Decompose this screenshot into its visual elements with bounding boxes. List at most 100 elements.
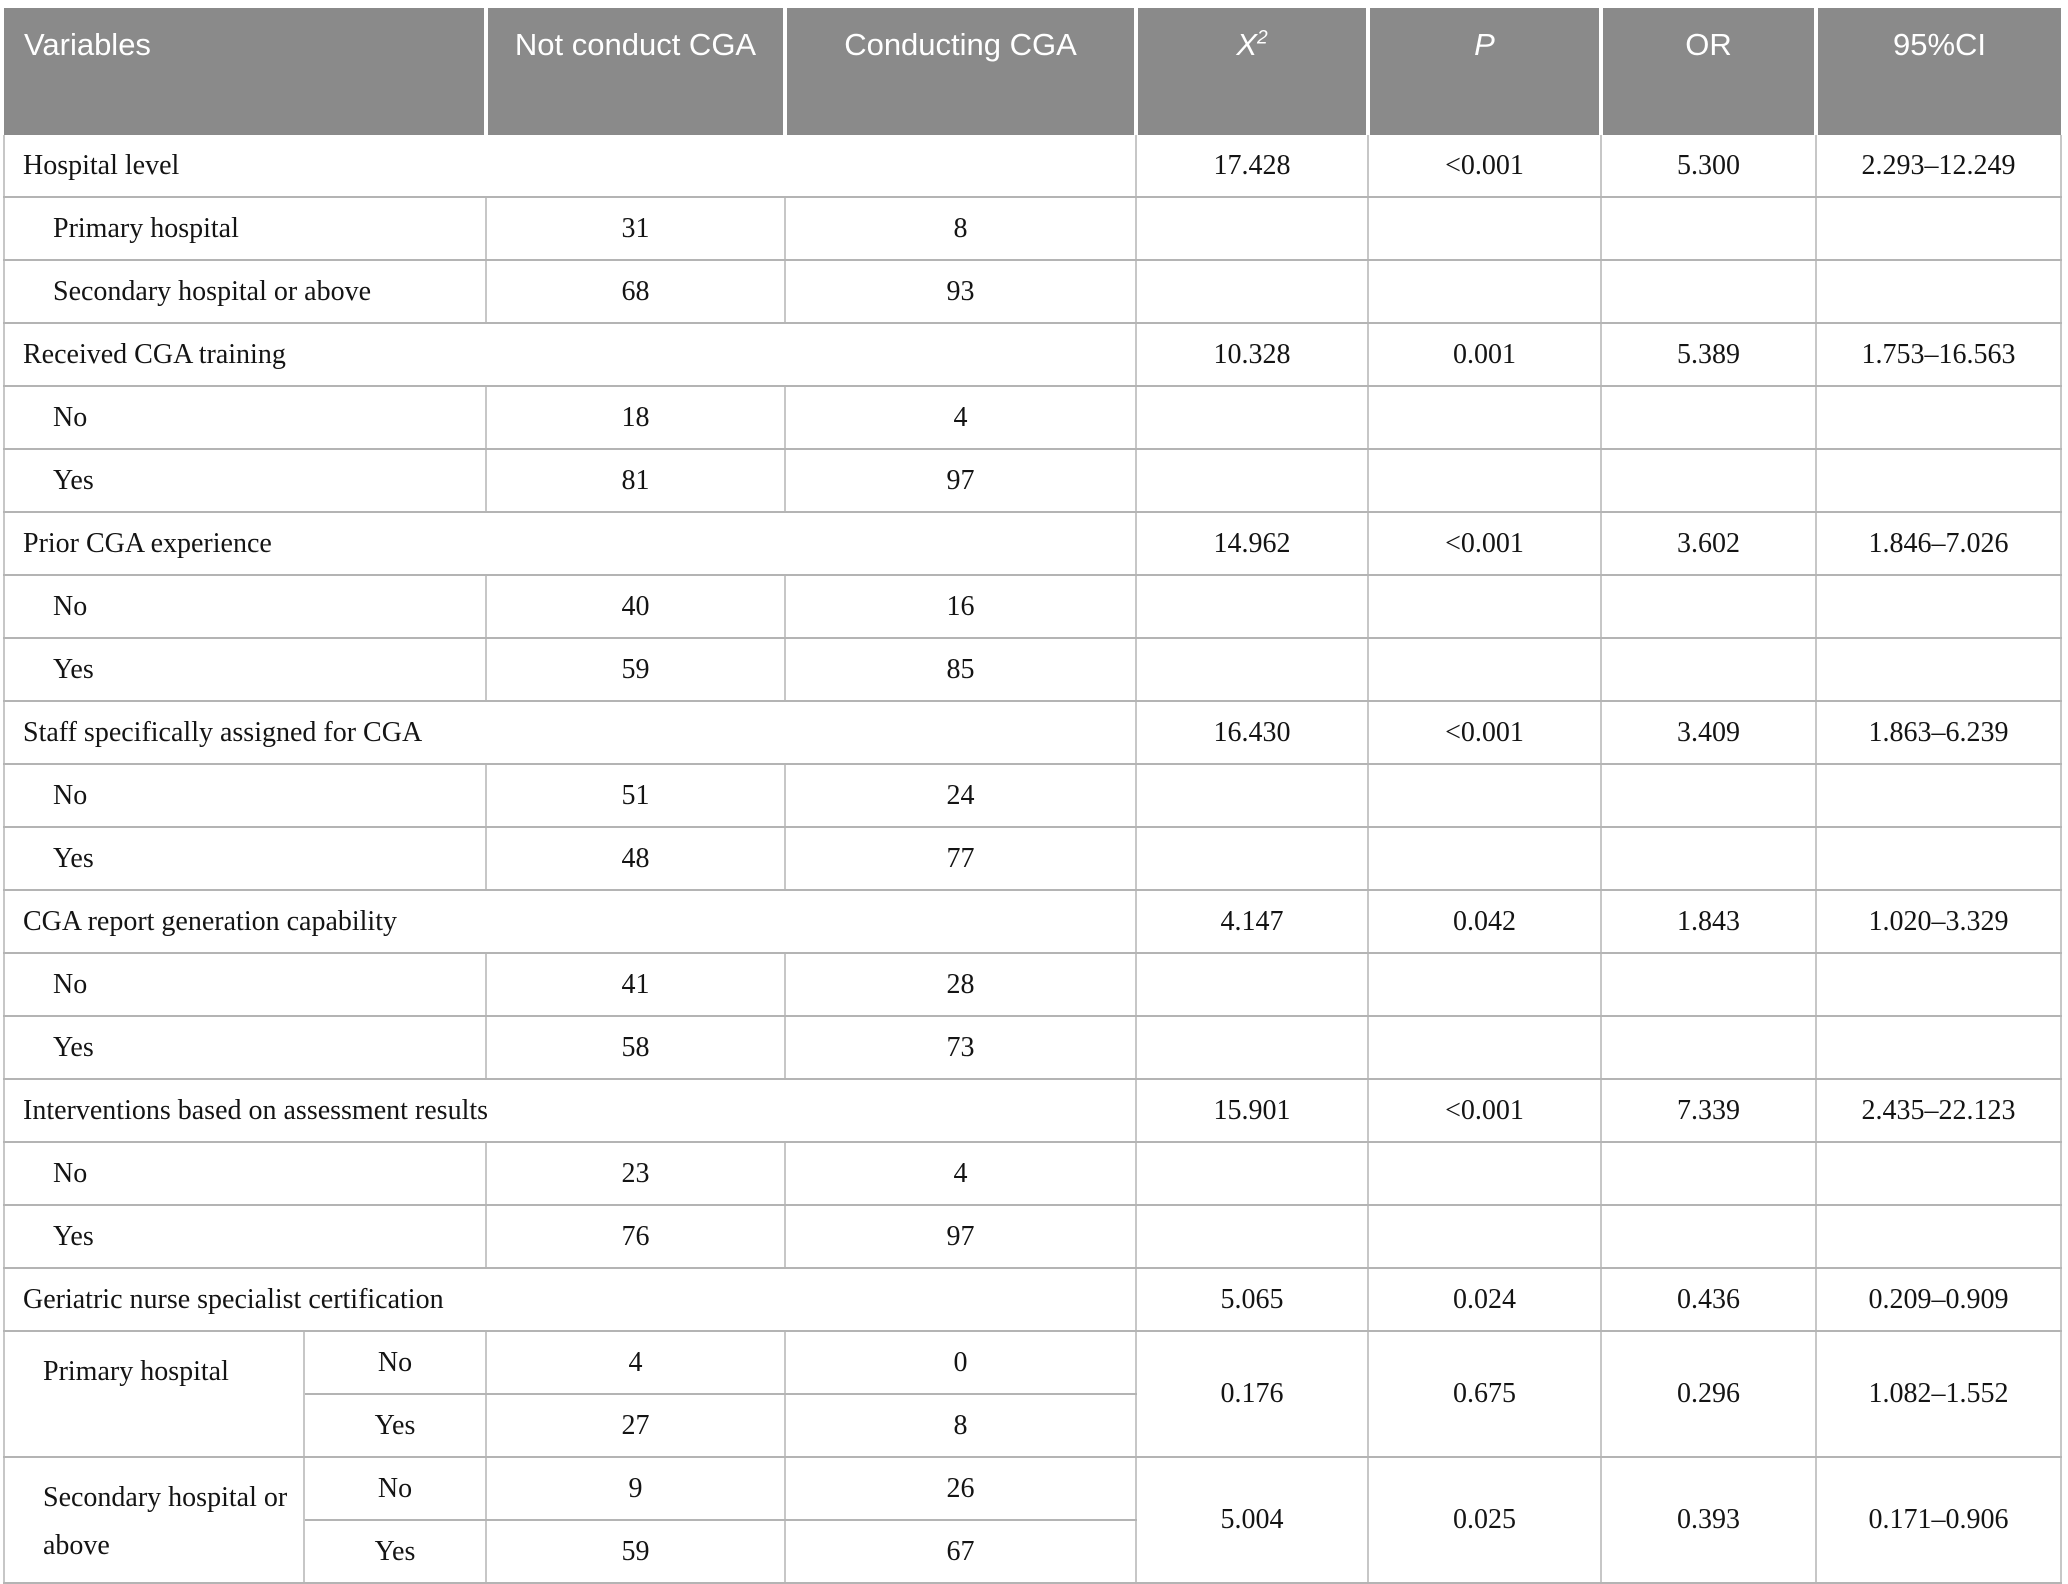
table-row: Yes 27 8	[4, 1393, 2061, 1458]
confidence-interval-cell: 1.846–7.026	[1815, 511, 2062, 576]
odds-ratio-cell: 5.389	[1600, 322, 1817, 387]
not-conduct-cga-count-cell: 76	[485, 1204, 786, 1269]
p-value-cell	[1367, 385, 1602, 450]
odds-ratio-cell	[1600, 1141, 1817, 1206]
confidence-interval-cell	[1815, 952, 2062, 1017]
not-conduct-cga-count-cell: 27	[485, 1393, 786, 1458]
table-row: Hospital level 17.428 <0.001 5.300 2.293–12.…	[3, 135, 2062, 198]
table-row: Yes 76 97	[3, 1204, 2062, 1269]
confidence-interval-cell	[1815, 1015, 2062, 1080]
p-value-cell	[1367, 574, 1602, 639]
chi-square-cell: 14.962	[1135, 511, 1369, 576]
p-value-cell: 0.001	[1367, 322, 1602, 387]
confidence-interval-cell: 1.020–3.329	[1815, 889, 2062, 954]
table-row: Yes 81 97	[3, 448, 2062, 513]
conducting-cga-count-cell: 77	[784, 826, 1137, 891]
confidence-interval-cell	[1815, 763, 2062, 828]
confidence-interval-cell	[1815, 1204, 2062, 1269]
conducting-cga-count-cell: 97	[784, 448, 1137, 513]
conducting-cga-count-cell: 16	[784, 574, 1137, 639]
confidence-interval-cell	[1815, 826, 2062, 891]
odds-ratio-cell: 0.296	[1600, 1330, 1817, 1458]
chi-square-cell: 15.901	[1135, 1078, 1369, 1143]
p-value-cell	[1367, 1204, 1602, 1269]
option-cell: No	[303, 1456, 487, 1521]
p-value-cell: 0.675	[1367, 1330, 1602, 1458]
table-row: Secondary hospital or above No 9 26 5.004 0.0…	[3, 1456, 2062, 1584]
not-conduct-cga-count-cell: 59	[485, 637, 786, 702]
chi-square-cell	[1135, 826, 1369, 891]
odds-ratio-cell: 3.409	[1600, 700, 1817, 765]
confidence-interval-cell: 1.863–6.239	[1815, 700, 2062, 765]
col-header-odds_ratio: OR	[1599, 8, 1816, 135]
not-conduct-cga-count-cell: 68	[485, 259, 786, 324]
variable-category-cell: Prior CGA experience	[3, 511, 1137, 576]
table-row: No 41 28	[3, 952, 2062, 1017]
table-row: Interventions based on assessment result…	[3, 1078, 2062, 1143]
p-value-cell	[1367, 763, 1602, 828]
p-value-cell: 0.042	[1367, 889, 1602, 954]
not-conduct-cga-count-cell: 18	[485, 385, 786, 450]
chi-square-cell	[1135, 196, 1369, 261]
table-row: Secondary hospital or above 68 93	[3, 259, 2062, 324]
variable-subitem-cell: Yes	[3, 1204, 487, 1269]
variable-category-cell: Interventions based on assessment result…	[3, 1078, 1137, 1143]
table-row: CGA report generation capability 4.147 0.0…	[3, 889, 2062, 954]
chi-square-cell	[1135, 952, 1369, 1017]
conducting-cga-count-cell: 28	[784, 952, 1137, 1017]
confidence-interval-cell	[1815, 385, 2062, 450]
not-conduct-cga-count-cell: 41	[485, 952, 786, 1017]
variable-subitem-cell: No	[3, 763, 487, 828]
option-cell: No	[303, 1330, 487, 1395]
chi-square-cell	[1135, 448, 1369, 513]
conducting-cga-count-cell: 8	[784, 196, 1137, 261]
table-header-row: Variables Not conduct CGA Conducting CGA X2…	[4, 8, 2061, 135]
confidence-interval-cell	[1815, 259, 2062, 324]
variable-subitem-cell: Yes	[3, 637, 487, 702]
variable-category-cell: Received CGA training	[3, 322, 1137, 387]
confidence-interval-cell: 2.435–22.123	[1815, 1078, 2062, 1143]
not-conduct-cga-count-cell: 81	[485, 448, 786, 513]
odds-ratio-cell	[1600, 196, 1817, 261]
not-conduct-cga-count-cell: 40	[485, 574, 786, 639]
confidence-interval-cell: 1.753–16.563	[1815, 322, 2062, 387]
group-label-cell: Primary hospital	[3, 1330, 305, 1458]
conducting-cga-count-cell: 4	[784, 1141, 1137, 1206]
table-row: Received CGA training 10.328 0.001 5.389 1.7…	[3, 322, 2062, 387]
p-value-cell: <0.001	[1367, 1078, 1602, 1143]
variable-subitem-cell: No	[3, 385, 487, 450]
odds-ratio-cell: 3.602	[1600, 511, 1817, 576]
odds-ratio-cell	[1600, 826, 1817, 891]
odds-ratio-cell	[1600, 259, 1817, 324]
odds-ratio-cell: 7.339	[1600, 1078, 1817, 1143]
variable-subitem-cell: No	[3, 1141, 487, 1206]
odds-ratio-cell: 5.300	[1600, 135, 1817, 198]
variable-category-cell: CGA report generation capability	[3, 889, 1137, 954]
p-value-cell	[1367, 259, 1602, 324]
cga-statistics-table-container: Variables Not conduct CGA Conducting CGA X2…	[3, 8, 2062, 1584]
confidence-interval-cell: 2.293–12.249	[1815, 135, 2062, 198]
chi-square-cell	[1135, 763, 1369, 828]
odds-ratio-cell	[1600, 952, 1817, 1017]
p-value-cell	[1367, 1015, 1602, 1080]
chi-square-cell	[1135, 385, 1369, 450]
group-label-cell: Secondary hospital or above	[3, 1456, 305, 1584]
odds-ratio-cell	[1600, 1015, 1817, 1080]
chi-square-cell: 5.065	[1135, 1267, 1369, 1332]
variable-subitem-cell: No	[3, 574, 487, 639]
chi-square-cell	[1135, 1204, 1369, 1269]
odds-ratio-cell: 0.393	[1600, 1456, 1817, 1584]
table-row: Yes 59 85	[3, 637, 2062, 702]
variable-category-cell: Hospital level	[3, 135, 1137, 198]
table-row: Primary hospital No 4 0 0.176 0.675 0.296 1.082…	[3, 1330, 2062, 1458]
conducting-cga-count-cell: 24	[784, 763, 1137, 828]
not-conduct-cga-count-cell: 58	[485, 1015, 786, 1080]
table-row: No 23 4	[3, 1141, 2062, 1206]
conducting-cga-count-cell: 73	[784, 1015, 1137, 1080]
variable-subitem-cell: Yes	[3, 448, 487, 513]
chi-square-cell	[1135, 1015, 1369, 1080]
variable-subitem-cell: Yes	[3, 1015, 487, 1080]
odds-ratio-cell	[1600, 385, 1817, 450]
not-conduct-cga-count-cell: 51	[485, 763, 786, 828]
conducting-cga-count-cell: 67	[784, 1519, 1137, 1584]
